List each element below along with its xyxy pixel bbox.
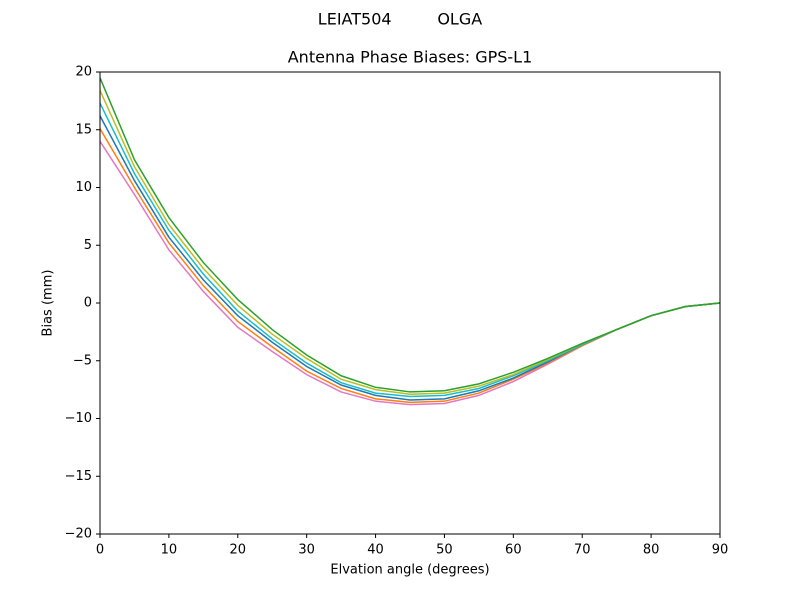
x-tick-label: 10 <box>161 543 178 558</box>
x-tick-label: 0 <box>96 543 104 558</box>
y-tick-label: 10 <box>75 180 92 195</box>
x-tick-label: 90 <box>712 543 729 558</box>
x-tick-label: 70 <box>574 543 591 558</box>
series-line <box>99 90 721 395</box>
y-tick-label: −20 <box>65 527 92 542</box>
x-tick-label: 30 <box>298 543 315 558</box>
series-line <box>99 115 721 401</box>
chart-suptitle: LEIAT504 OLGA <box>318 10 482 29</box>
y-tick-label: 15 <box>75 122 92 137</box>
x-axis-label: Elvation angle (degrees) <box>330 563 489 578</box>
y-tick-label: 5 <box>84 238 92 253</box>
x-tick-label: 80 <box>643 543 660 558</box>
plot-frame <box>99 71 721 535</box>
y-tick-label: 0 <box>84 296 92 311</box>
x-tick-label: 50 <box>436 543 453 558</box>
y-tick-label: −10 <box>65 411 92 426</box>
series-line <box>99 128 721 404</box>
y-tick-label: −5 <box>73 353 92 368</box>
y-tick-label: 20 <box>75 65 92 80</box>
y-axis-label: Bias (mm) <box>41 270 56 337</box>
x-tick-label: 40 <box>367 543 384 558</box>
x-tick-label: 60 <box>505 543 522 558</box>
chart-title: Antenna Phase Biases: GPS-L1 <box>288 48 533 67</box>
x-tick-label: 20 <box>230 543 247 558</box>
y-tick-label: −15 <box>65 469 92 484</box>
series-line <box>99 77 721 393</box>
